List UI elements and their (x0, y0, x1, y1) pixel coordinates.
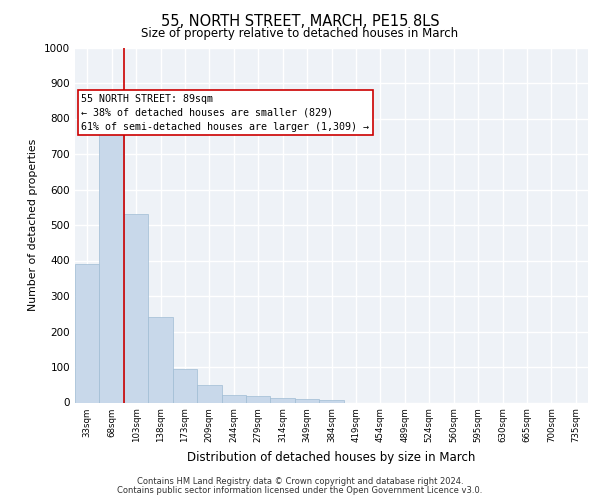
Y-axis label: Number of detached properties: Number of detached properties (28, 139, 38, 311)
X-axis label: Distribution of detached houses by size in March: Distribution of detached houses by size … (187, 450, 476, 464)
Text: Size of property relative to detached houses in March: Size of property relative to detached ho… (142, 28, 458, 40)
Bar (221, 396, 246, 402)
Bar (197, 385, 221, 402)
Bar (271, 398, 295, 402)
Bar (148, 318, 173, 402)
Text: Contains HM Land Registry data © Crown copyright and database right 2024.: Contains HM Land Registry data © Crown c… (137, 477, 463, 486)
Bar (75, 264, 100, 402)
Bar (319, 400, 344, 402)
Text: Contains public sector information licensed under the Open Government Licence v3: Contains public sector information licen… (118, 486, 482, 495)
Bar (173, 370, 197, 402)
Bar (124, 214, 148, 402)
Bar (246, 396, 271, 402)
Bar (295, 400, 319, 402)
Bar (100, 108, 124, 403)
Text: 55 NORTH STREET: 89sqm
← 38% of detached houses are smaller (829)
61% of semi-de: 55 NORTH STREET: 89sqm ← 38% of detached… (81, 94, 369, 132)
Text: 55, NORTH STREET, MARCH, PE15 8LS: 55, NORTH STREET, MARCH, PE15 8LS (161, 14, 439, 29)
